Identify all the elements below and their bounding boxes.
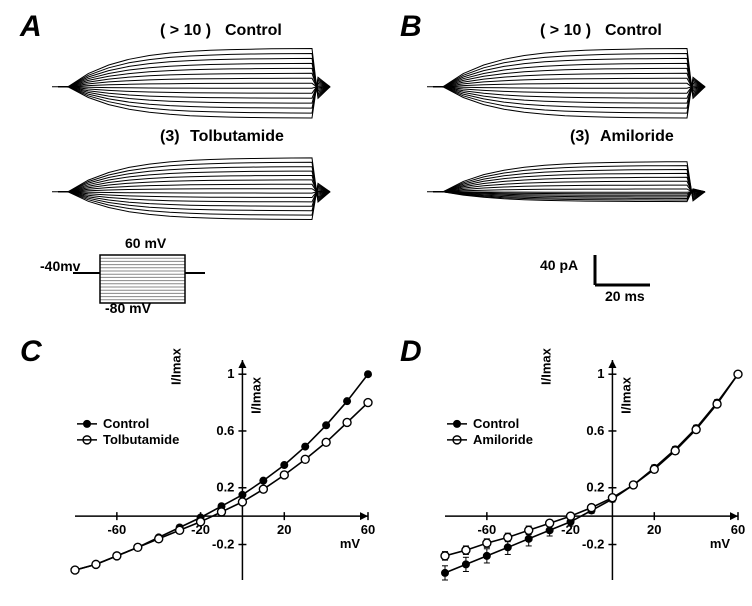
- svg-text:I/Imax: I/Imax: [618, 376, 633, 414]
- svg-text:-0.2: -0.2: [582, 537, 604, 552]
- panel-a-control-name: Control: [225, 22, 282, 40]
- svg-text:mV: mV: [340, 536, 361, 551]
- panel-b-treat-n: (3): [570, 128, 590, 146]
- svg-text:0.6: 0.6: [216, 423, 234, 438]
- svg-text:60: 60: [361, 522, 375, 537]
- panel-b-control-name: Control: [605, 22, 662, 40]
- panel-b-label: B: [400, 10, 422, 44]
- panel-b-treatment-traces: [425, 145, 715, 230]
- svg-text:I/Imax: I/Imax: [248, 376, 263, 414]
- svg-text:0.2: 0.2: [586, 480, 604, 495]
- panel-a-label: A: [20, 10, 42, 44]
- svg-text:mV: mV: [710, 536, 731, 551]
- panel-b-control-n: ( > 10 ): [540, 22, 591, 40]
- panel-a-treatment-traces: [50, 145, 340, 230]
- svg-text:20: 20: [277, 522, 291, 537]
- panel-a-control-traces: [50, 40, 340, 125]
- panel-a-control-n: ( > 10 ): [160, 22, 211, 40]
- scale-y-label: 40 pA: [540, 257, 578, 273]
- svg-text:Control: Control: [103, 416, 149, 431]
- protocol-bottom-label: -80 mV: [105, 300, 151, 316]
- panel-b-treat-name: Amiloride: [600, 128, 674, 146]
- protocol-top-label: 60 mV: [125, 235, 166, 251]
- panel-d-chart: -60-202060-0.20.20.61mVI/ImaxI/ImaxContr…: [410, 340, 750, 595]
- scale-x-label: 20 ms: [605, 288, 645, 304]
- svg-text:1: 1: [227, 366, 234, 381]
- protocol-hold-label: -40mv: [40, 258, 80, 274]
- svg-text:20: 20: [647, 522, 661, 537]
- svg-text:I/Imax: I/Imax: [168, 347, 183, 385]
- panel-a-treat-n: (3): [160, 128, 180, 146]
- svg-text:Control: Control: [473, 416, 519, 431]
- svg-text:1: 1: [597, 366, 604, 381]
- svg-text:Amiloride: Amiloride: [473, 432, 533, 447]
- svg-text:0.2: 0.2: [216, 480, 234, 495]
- panel-c-label: C: [20, 335, 42, 369]
- panel-b-control-traces: [425, 40, 715, 125]
- svg-text:Tolbutamide: Tolbutamide: [103, 432, 179, 447]
- panel-a-treat-name: Tolbutamide: [190, 128, 284, 146]
- svg-text:-60: -60: [477, 522, 496, 537]
- svg-text:I/Imax: I/Imax: [538, 347, 553, 385]
- figure-container: A B C D ( > 10 ) Control (3) Tolbutamide…: [10, 10, 742, 596]
- svg-text:60: 60: [731, 522, 745, 537]
- svg-text:-60: -60: [107, 522, 126, 537]
- svg-text:-0.2: -0.2: [212, 537, 234, 552]
- svg-text:0.6: 0.6: [586, 423, 604, 438]
- panel-c-chart: -60-202060-0.20.20.61mVI/ImaxI/ImaxContr…: [40, 340, 380, 595]
